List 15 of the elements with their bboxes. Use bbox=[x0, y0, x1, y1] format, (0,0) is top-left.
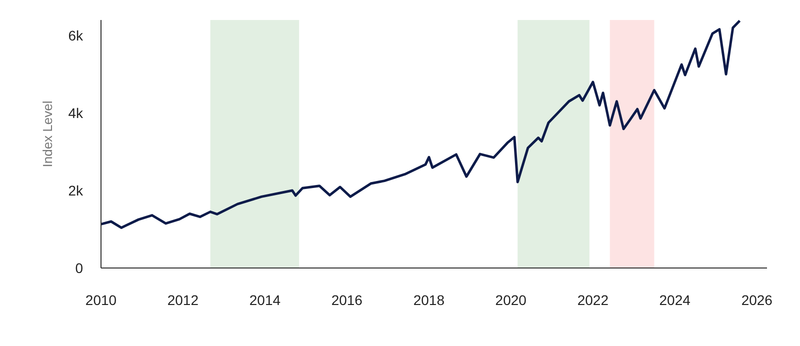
x-tick-label: 2022 bbox=[577, 292, 609, 308]
y-tick-label: 0 bbox=[75, 260, 84, 276]
x-tick-label: 2012 bbox=[167, 292, 199, 308]
y-tick-label: 2k bbox=[68, 182, 84, 198]
x-tick-label: 2026 bbox=[741, 292, 773, 308]
x-tick-label: 2018 bbox=[413, 292, 445, 308]
x-tick-label: 2020 bbox=[495, 292, 527, 308]
x-tick-label: 2016 bbox=[331, 292, 363, 308]
y-axis-title: Index Level bbox=[40, 100, 55, 168]
x-tick-label: 2010 bbox=[85, 292, 117, 308]
x-tick-label: 2024 bbox=[659, 292, 691, 308]
y-tick-label: 4k bbox=[68, 104, 84, 121]
y-tick-label: 6k bbox=[68, 27, 84, 44]
x-tick-label: 2014 bbox=[249, 292, 281, 308]
line-series bbox=[100, 20, 741, 229]
